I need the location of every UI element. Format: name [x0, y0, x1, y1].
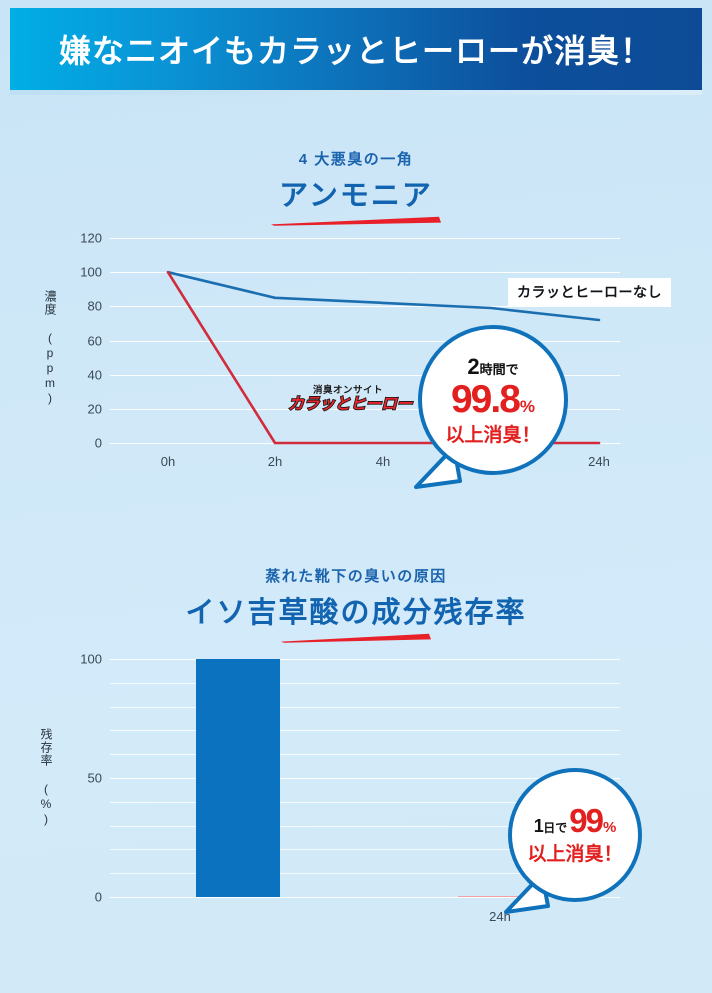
gridline-60: [110, 340, 620, 342]
gridline-120: [110, 238, 620, 239]
isovaleric-callout-bubble: 1 日で 99 % 以上消臭！: [504, 768, 642, 914]
ammonia-title-underline: [271, 216, 441, 226]
ammonia-ytick-40: 40: [87, 367, 102, 383]
isovaleric-section-heading: 蒸れた靴下の臭いの原因 イソ吉草酸の成分残存率: [0, 565, 712, 643]
ammonia-ytick-0: 0: [94, 435, 102, 451]
ammonia-xtick-24h: 24h: [588, 454, 610, 469]
bar-gridline-50: [110, 778, 620, 779]
bar-24h: [458, 895, 542, 897]
gridline-100: [110, 272, 620, 274]
isovaleric-ytick-0: 0: [94, 889, 102, 905]
ammonia-ytick-100: 100: [80, 264, 102, 280]
gridline-80: [110, 306, 620, 308]
ammonia-bubble-body: 2 時間で 99.8 % 以上消臭！: [418, 325, 568, 475]
gridline-40: [110, 374, 620, 376]
ammonia-xtick-4h: 4h: [375, 454, 391, 469]
isovaleric-title-underline: [281, 633, 431, 643]
isovaleric-bubble-body: 1 日で 99 % 以上消臭！: [508, 768, 642, 902]
product-logo: 消臭オンサイト カラッとヒーロー: [287, 382, 413, 414]
ammonia-xtick-0h: 0h: [160, 454, 176, 469]
ammonia-bubble-hours-unit: 時間で: [479, 361, 519, 377]
isovaleric-bubble-days-unit: 日で: [543, 821, 568, 835]
bar-gridline-90: [110, 682, 620, 684]
isovaleric-bubble-percent-sign: %: [602, 819, 617, 836]
header-underglow: [10, 90, 702, 95]
isovaleric-y-axis-label: 残存率 (%): [39, 728, 53, 827]
isovaleric-bubble-line1: 1 日で 99 %: [534, 804, 617, 837]
ammonia-ytick-120: 120: [80, 230, 102, 246]
isovaleric-ytick-100: 100: [80, 651, 102, 667]
bar-gridline-40: [110, 801, 620, 803]
isovaleric-ytick-50: 50: [87, 770, 102, 786]
ammonia-bubble-line2: 99.8 %: [451, 380, 535, 419]
ammonia-main-title: アンモニア: [279, 180, 433, 212]
ammonia-callout-bubble: 2 時間で 99.8 % 以上消臭！: [414, 325, 568, 489]
isovaleric-sub-title: 蒸れた靴下の臭いの原因: [265, 568, 447, 585]
isovaleric-bar-chart: 残存率 (%) 100 50 0 24h: [0, 650, 712, 930]
bar-control: [196, 659, 280, 897]
ammonia-bubble-line1: 2 時間で: [467, 354, 518, 380]
bar-gridline-20: [110, 849, 620, 851]
product-logo-name: カラッとヒーロー: [287, 395, 413, 413]
ammonia-xtick-2h: 2h: [267, 454, 283, 469]
product-logo-tagline: 消臭オンサイト: [312, 385, 383, 396]
bar-gridline-10: [110, 873, 620, 875]
bar-gridline-0: [110, 897, 620, 898]
header-banner: 嫌なニオイもカラッとヒーローが消臭！: [10, 8, 702, 90]
ammonia-sub-title: 4 大悪臭の一角: [298, 151, 414, 168]
ammonia-bubble-percent-value: 99.8: [450, 377, 521, 421]
bar-gridline-80: [110, 706, 620, 708]
gridline-20: [110, 408, 620, 410]
ammonia-ytick-60: 60: [87, 333, 102, 348]
ammonia-ytick-80: 80: [87, 298, 102, 314]
legend-no-hero: カラッとヒーローなし: [508, 278, 671, 307]
ammonia-line-chart: 濃度 (ppm) 120 100 80 60 40 20 0: [0, 230, 712, 489]
bar-gridline-70: [110, 730, 620, 732]
ammonia-y-axis-label: 濃度 (ppm): [43, 290, 57, 406]
ammonia-section-heading: 4 大悪臭の一角 アンモニア: [0, 148, 712, 226]
isovaleric-main-title: イソ吉草酸の成分残存率: [185, 597, 527, 629]
isovaleric-bubble-days: 1: [533, 816, 544, 836]
isovaleric-bubble-line2: 以上消臭！: [527, 844, 623, 865]
header-title: 嫌なニオイもカラッとヒーローが消臭！: [58, 33, 653, 69]
bar-gridline-30: [110, 825, 620, 827]
isovaleric-plot-area: [110, 659, 620, 898]
bar-gridline-100: [110, 659, 620, 660]
series-no-hero-line: [166, 270, 601, 322]
ammonia-ytick-20: 20: [87, 401, 102, 417]
ammonia-bubble-hours: 2: [467, 353, 479, 379]
isovaleric-bubble-percent-value: 99: [569, 802, 604, 839]
ammonia-bubble-line3: 以上消臭！: [445, 424, 541, 446]
ammonia-bubble-percent-sign: %: [519, 396, 536, 416]
bar-gridline-60: [110, 754, 620, 756]
